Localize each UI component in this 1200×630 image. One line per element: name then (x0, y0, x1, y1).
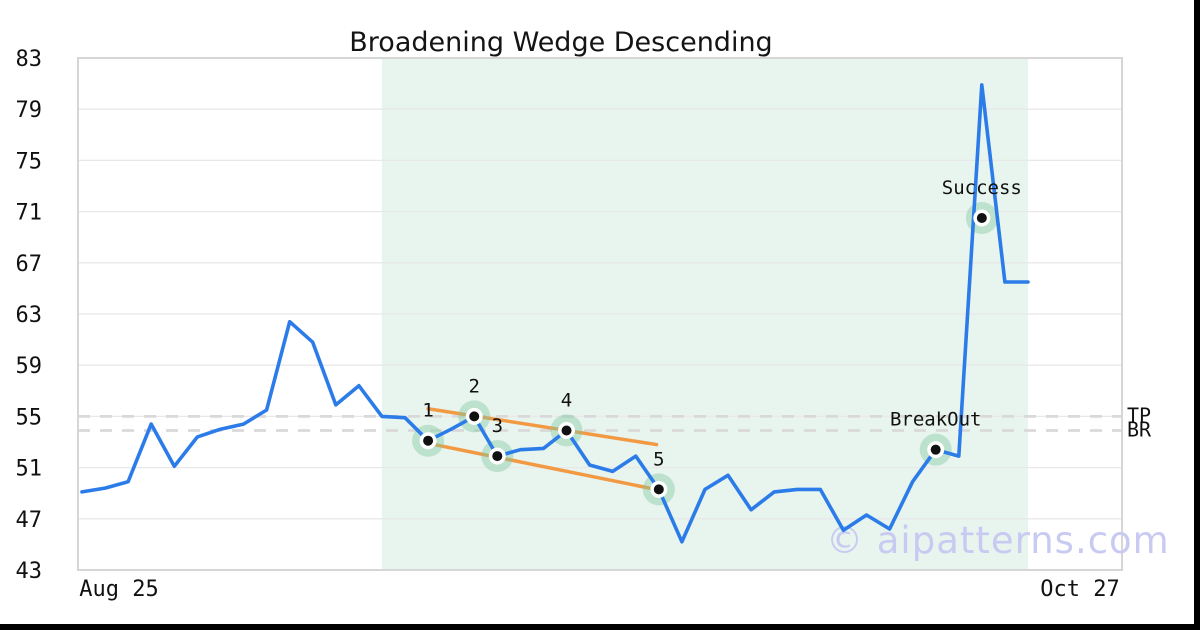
marker-dot (976, 213, 987, 223)
y-tick-label: 51 (16, 457, 43, 482)
y-tick-label: 75 (16, 149, 43, 174)
y-tick-label: 67 (16, 252, 43, 277)
marker-label-2: 2 (469, 375, 480, 397)
marker-dot (469, 411, 480, 422)
chart-title: Broadening Wedge Descending (349, 27, 773, 58)
y-tick-label: 55 (16, 405, 43, 430)
image-border-right (1194, 0, 1200, 630)
lower-trendline (426, 441, 661, 492)
marker-label-success: Success (942, 177, 1022, 199)
marker-label-breakout: BreakOut (890, 409, 982, 431)
y-tick-label: 59 (16, 354, 43, 379)
marker-label-3: 3 (492, 415, 503, 437)
marker-dot (423, 435, 434, 446)
marker-dot (561, 425, 572, 436)
marker-label-5: 5 (653, 448, 664, 470)
level-label-tp: TP (1127, 403, 1151, 427)
x-tick-label: Oct 27 (1040, 577, 1119, 602)
marker-dot (653, 484, 664, 495)
marker-label-4: 4 (561, 389, 572, 411)
y-tick-label: 71 (16, 201, 43, 226)
y-tick-label: 47 (16, 508, 43, 533)
x-tick-label: Aug 25 (79, 577, 158, 602)
y-tick-label: 83 (16, 47, 43, 72)
level-label-br: BR (1127, 417, 1152, 441)
y-tick-label: 43 (16, 559, 43, 584)
marker-dot (930, 444, 941, 455)
marker-label-1: 1 (422, 400, 433, 422)
price-line (80, 83, 1030, 544)
y-tick-label: 79 (16, 98, 43, 123)
watermark: © aipatterns.com (826, 519, 1170, 562)
image-border-bottom (0, 624, 1200, 630)
plot-frame (77, 57, 1123, 571)
marker-dot (492, 451, 503, 462)
y-tick-label: 63 (16, 303, 43, 328)
